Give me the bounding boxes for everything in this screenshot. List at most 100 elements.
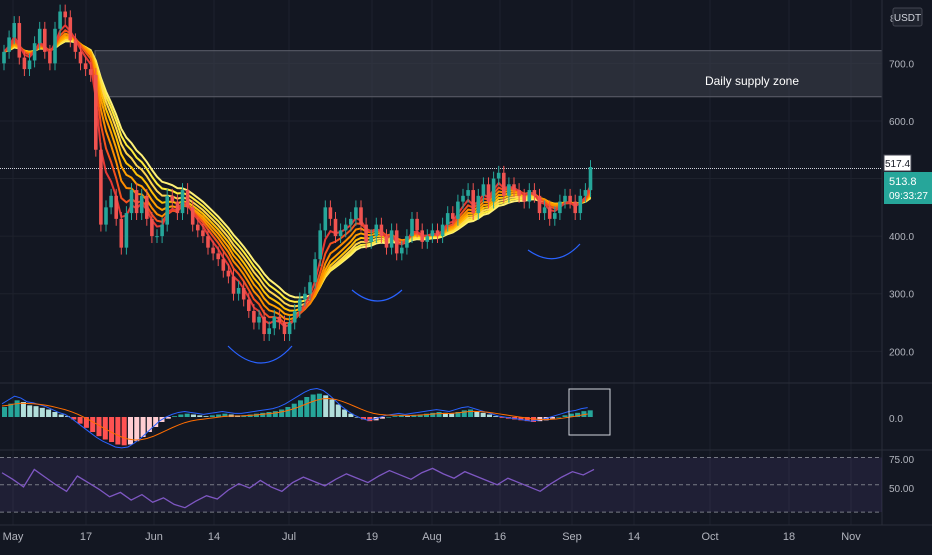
macd-bar bbox=[127, 417, 133, 445]
candle-body bbox=[7, 37, 11, 52]
candle-body bbox=[298, 299, 302, 312]
candle-body bbox=[272, 316, 277, 329]
last-price-label: 513.8 bbox=[889, 176, 917, 188]
macd-line bbox=[1, 387, 588, 449]
macd-bar bbox=[146, 417, 152, 432]
time-tick-label: 14 bbox=[628, 531, 640, 543]
macd-bar bbox=[2, 407, 8, 417]
time-tick-label: Jun bbox=[145, 531, 163, 543]
candle-body bbox=[27, 60, 32, 70]
macd-bar bbox=[531, 417, 537, 422]
candle-body bbox=[486, 184, 491, 202]
candle-body bbox=[384, 236, 389, 248]
candle-body bbox=[374, 224, 379, 237]
macd-bar bbox=[291, 403, 297, 417]
macd-bar bbox=[20, 402, 26, 417]
macd-bar bbox=[316, 393, 322, 417]
candle-body bbox=[32, 43, 37, 61]
candle-body bbox=[349, 218, 353, 225]
candle-body bbox=[440, 224, 445, 237]
candle-body bbox=[58, 11, 62, 29]
macd-bar bbox=[115, 417, 121, 445]
macd-bar bbox=[323, 395, 329, 417]
macd-bar bbox=[178, 414, 184, 417]
supply-zone-box[interactable] bbox=[94, 50, 883, 98]
candle-body bbox=[410, 218, 414, 237]
candle-body bbox=[400, 247, 404, 254]
candle-body bbox=[537, 195, 542, 214]
time-axis[interactable]: May 17 Jun 14 Jul 19 Aug 16 Sep 14 Oct 18 Nov bbox=[3, 531, 862, 543]
candle-body bbox=[277, 316, 282, 323]
macd-bar bbox=[354, 417, 360, 418]
macd-bar bbox=[562, 415, 568, 417]
candle-body bbox=[221, 259, 226, 271]
candle-body bbox=[129, 190, 134, 214]
candle-body bbox=[53, 28, 57, 64]
time-tick-label: 18 bbox=[783, 531, 795, 543]
candle-body bbox=[12, 23, 16, 38]
macd-bar bbox=[272, 411, 278, 417]
ema-ribbon-line bbox=[3, 40, 592, 299]
macd-bar bbox=[329, 399, 335, 417]
candle-body bbox=[308, 282, 312, 294]
macd-bar bbox=[360, 417, 367, 420]
macd-bar bbox=[379, 417, 385, 419]
macd-bar bbox=[8, 403, 14, 417]
candle-body bbox=[466, 190, 470, 196]
rsi-line bbox=[1, 467, 595, 509]
macd-bar bbox=[165, 417, 171, 419]
cup-curve-3 bbox=[527, 243, 581, 260]
candle-body bbox=[420, 230, 424, 242]
candle-body bbox=[364, 224, 368, 242]
candle-body bbox=[558, 201, 562, 214]
candle-body bbox=[354, 207, 358, 219]
signal-line bbox=[1, 398, 588, 441]
candle-body bbox=[389, 230, 394, 248]
macd-bar bbox=[298, 400, 304, 417]
macd-bar bbox=[348, 413, 354, 417]
candle-body bbox=[114, 195, 118, 219]
candle-body bbox=[139, 195, 144, 214]
candle-body bbox=[252, 311, 256, 323]
candle-body bbox=[257, 316, 261, 323]
cup-curve-2 bbox=[351, 289, 403, 302]
macd-bar bbox=[524, 417, 530, 422]
candle-body bbox=[175, 201, 180, 214]
currency-badge[interactable] bbox=[892, 7, 923, 27]
candle-body bbox=[94, 74, 98, 150]
candle-body bbox=[190, 207, 195, 225]
macd-bar bbox=[153, 417, 159, 427]
macd-bar bbox=[568, 413, 574, 417]
macd-histogram bbox=[2, 393, 593, 446]
candle-body bbox=[323, 207, 328, 231]
macd-bar bbox=[90, 417, 96, 432]
currency-label: USDT bbox=[894, 13, 921, 24]
macd-bar bbox=[260, 412, 266, 417]
candle-body bbox=[180, 190, 185, 214]
macd-bar bbox=[58, 414, 64, 417]
macd-bar bbox=[486, 414, 492, 417]
candle-body bbox=[22, 57, 27, 70]
macd-bar bbox=[411, 415, 417, 417]
candle-body bbox=[155, 236, 159, 238]
candle-body bbox=[512, 184, 516, 191]
ema-ribbon-line bbox=[3, 38, 592, 308]
macd-bar bbox=[33, 406, 39, 417]
macd-bar bbox=[222, 413, 228, 417]
candle-body bbox=[48, 51, 52, 64]
candle-body bbox=[37, 28, 42, 44]
candle-body bbox=[568, 195, 572, 202]
macd-bar bbox=[71, 417, 77, 420]
candle-body bbox=[196, 224, 200, 231]
macd-bar bbox=[587, 410, 593, 417]
macd-bar bbox=[77, 417, 83, 424]
candle-body bbox=[124, 213, 129, 248]
macd-highlight-box[interactable] bbox=[568, 388, 611, 436]
macd-bar bbox=[581, 411, 587, 417]
candle-body bbox=[267, 328, 271, 335]
time-tick-label: May bbox=[3, 531, 24, 543]
candle-body bbox=[542, 207, 547, 214]
candle-body bbox=[394, 230, 399, 254]
macd-bar bbox=[398, 415, 404, 417]
candle-body bbox=[17, 23, 22, 58]
